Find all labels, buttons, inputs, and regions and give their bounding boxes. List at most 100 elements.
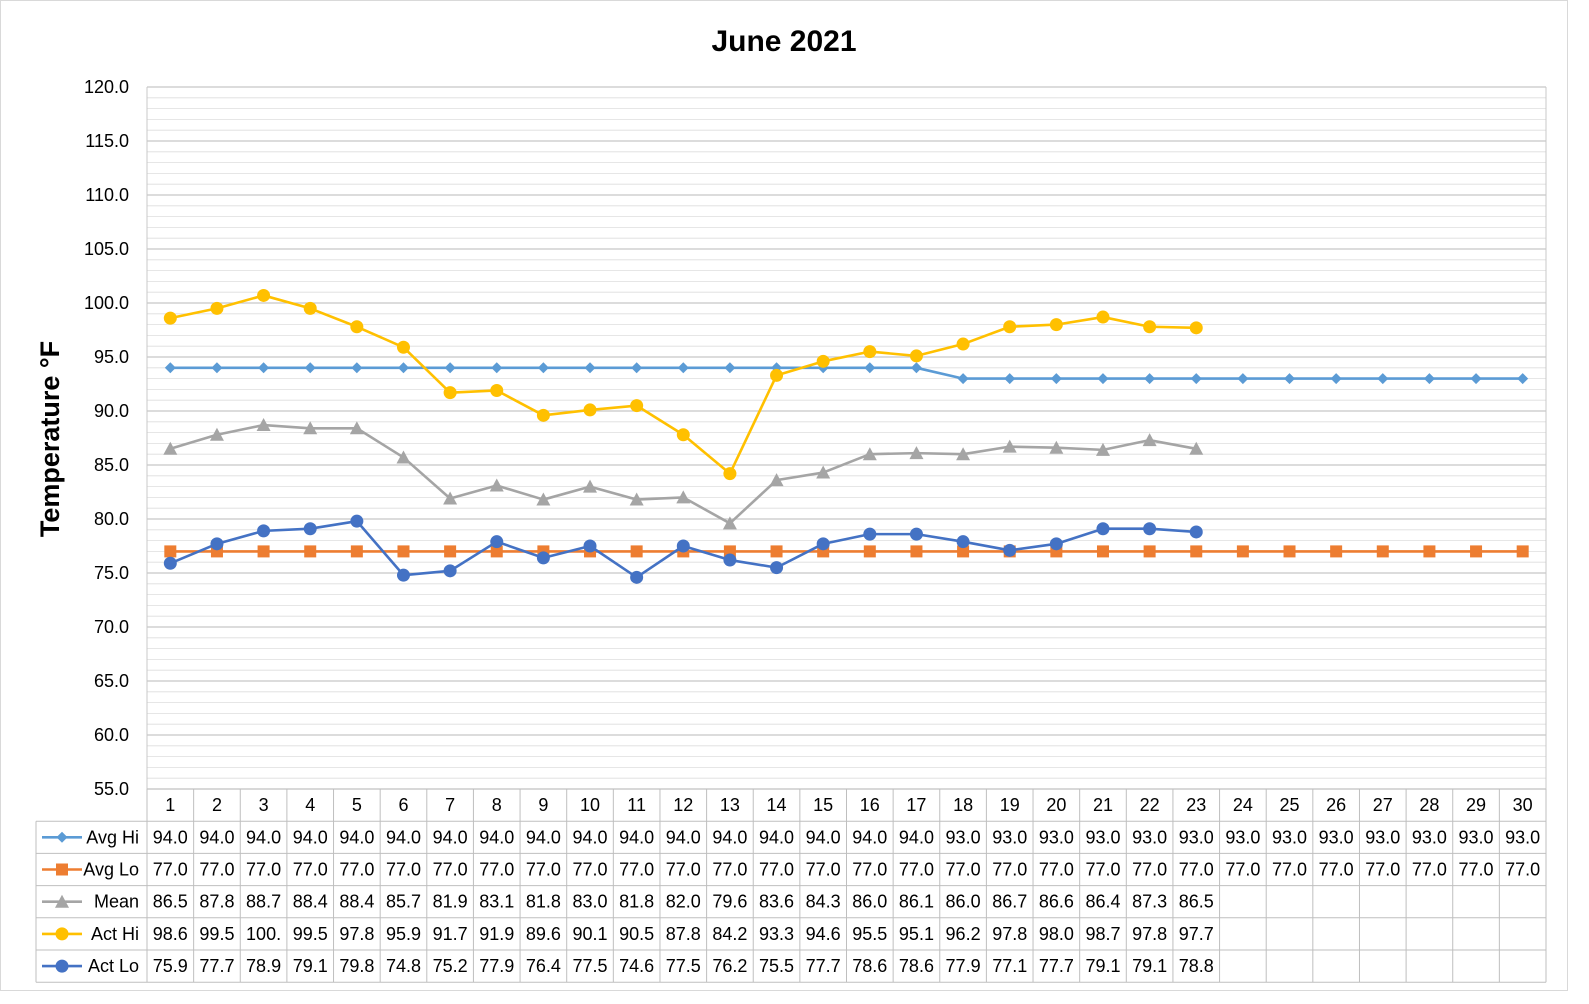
x-tick-label: 10 [580, 795, 600, 815]
chart-frame: June 2021 Temperature °F 55.0 60.0 65.0 70.… [0, 0, 1568, 991]
data-point-marker [770, 561, 784, 575]
data-point-marker [1283, 545, 1296, 558]
data-table-cell: 97.8 [992, 924, 1027, 944]
data-table-cell: 77.0 [1085, 860, 1120, 880]
data-table-cell: 94.0 [899, 827, 934, 847]
data-table-cell: 85.7 [386, 892, 421, 912]
data-point-marker [536, 551, 550, 565]
data-point-marker [956, 535, 970, 549]
data-table-cell: 77.0 [386, 860, 421, 880]
x-tick-label: 4 [305, 795, 315, 815]
data-point-marker [676, 428, 690, 442]
data-point-marker [1050, 373, 1062, 385]
data-table-cell: 84.3 [806, 892, 841, 912]
x-tick-label: 19 [1000, 795, 1020, 815]
data-point-marker [349, 421, 364, 435]
data-table-cell: 84.2 [712, 924, 747, 944]
x-tick-label: 2 [212, 795, 222, 815]
legend-key-marker [55, 927, 69, 941]
data-point-marker [303, 301, 317, 315]
x-tick-label: 14 [767, 795, 787, 815]
data-table-cell: 82.0 [666, 892, 701, 912]
data-point-marker [443, 564, 457, 578]
data-point-marker [1144, 373, 1156, 385]
data-point-marker [1517, 373, 1529, 385]
data-point-marker [584, 362, 596, 374]
data-point-marker [350, 514, 364, 528]
x-tick-label: 1 [165, 795, 175, 815]
data-table-cell: 74.6 [619, 956, 654, 976]
x-tick-label: 24 [1233, 795, 1253, 815]
x-tick-label: 13 [720, 795, 740, 815]
data-point-marker [1143, 522, 1157, 536]
data-point-marker [1095, 442, 1110, 456]
data-table-cell: 94.0 [246, 827, 281, 847]
data-table-cell: 79.6 [712, 892, 747, 912]
data-point-marker [350, 545, 363, 558]
data-point-marker [864, 362, 876, 374]
data-table-cell: 93.0 [992, 827, 1027, 847]
data-point-marker [1237, 373, 1249, 385]
data-point-marker [630, 399, 644, 413]
data-point-marker [1190, 373, 1202, 385]
data-table-cell: 94.0 [526, 827, 561, 847]
legend-label: Act Lo [88, 956, 139, 976]
data-point-marker [769, 473, 784, 487]
data-point-marker [397, 545, 410, 558]
data-point-marker [491, 362, 503, 374]
data-table: 1 2 3 4 5 6 7 8 9 10 11 12 13 14 15 16 17 18 19 20 21 22 23 24 2… [35, 788, 1547, 983]
data-point-marker [396, 340, 410, 354]
data-table-cell: 90.1 [572, 924, 607, 944]
data-point-marker [1470, 373, 1482, 385]
data-point-marker [723, 467, 737, 481]
y-tick-label: 100.0 [84, 293, 129, 313]
data-point-marker [396, 568, 410, 582]
data-point-marker [443, 491, 458, 505]
data-table-cell: 77.0 [946, 860, 981, 880]
series-avg-hi [164, 362, 1529, 385]
data-table-cell: 77.0 [1412, 860, 1447, 880]
data-table-cell: 81.8 [619, 892, 654, 912]
data-table-cell: 77.0 [433, 860, 468, 880]
y-tick-label: 110.0 [85, 185, 129, 205]
data-point-marker [1143, 545, 1156, 558]
data-table-cell: 95.1 [899, 924, 934, 944]
data-table-cell: 79.1 [293, 956, 328, 976]
data-point-marker [1236, 545, 1249, 558]
data-table-cell: 94.0 [386, 827, 421, 847]
data-table-cell: 87.8 [666, 924, 701, 944]
data-point-marker [257, 545, 270, 558]
gridlines [146, 86, 1547, 790]
x-tick-label: 18 [953, 795, 973, 815]
data-table-cell: 98.6 [153, 924, 188, 944]
data-table-cell: 78.6 [852, 956, 887, 976]
series-act-lo [163, 514, 1203, 584]
data-point-marker [1049, 440, 1064, 454]
x-tick-label: 26 [1326, 795, 1346, 815]
data-table-cell: 94.0 [153, 827, 188, 847]
data-point-marker [583, 403, 597, 417]
data-table-cell: 77.0 [1179, 860, 1214, 880]
data-table-cell: 75.5 [759, 956, 794, 976]
data-table-cell: 97.8 [1132, 924, 1167, 944]
data-table-cell: 79.1 [1085, 956, 1120, 976]
data-table-cell: 75.2 [433, 956, 468, 976]
data-table-cell: 93.0 [1459, 827, 1494, 847]
y-tick-label: 90.0 [94, 401, 129, 421]
data-table-cell: 77.0 [759, 860, 794, 880]
data-point-marker [209, 427, 224, 441]
data-table-cell: 94.0 [479, 827, 514, 847]
series-lines [163, 288, 1529, 584]
data-table-cell: 77.0 [246, 860, 281, 880]
data-table-cell: 78.6 [899, 956, 934, 976]
data-table-cell: 78.9 [246, 956, 281, 976]
data-table-cell: 77.5 [666, 956, 701, 976]
data-point-marker [351, 362, 363, 374]
data-point-marker [957, 545, 970, 558]
data-point-marker [770, 368, 784, 382]
data-table-cell: 81.9 [433, 892, 468, 912]
data-table-cell: 77.7 [806, 956, 841, 976]
data-point-marker [956, 337, 970, 351]
series-act-hi [163, 288, 1203, 481]
x-tick-label: 23 [1186, 795, 1206, 815]
